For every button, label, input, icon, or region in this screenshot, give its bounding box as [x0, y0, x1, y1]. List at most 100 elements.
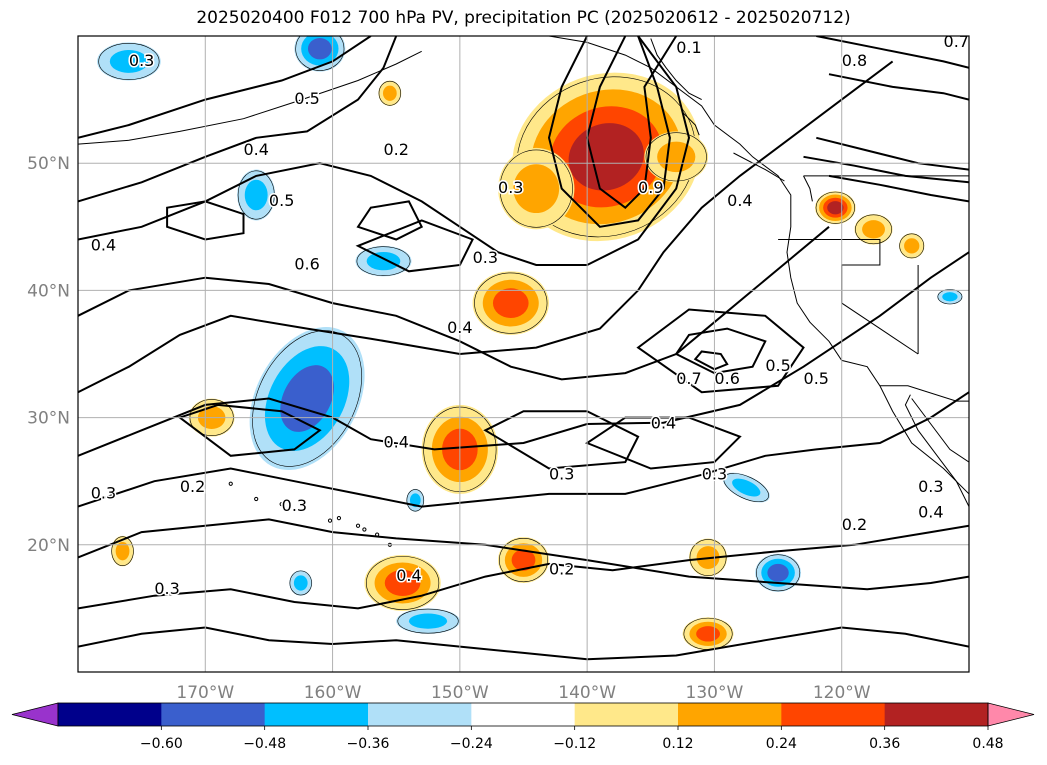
contour-label: 0.6	[294, 254, 319, 273]
contour-label: 0.2	[180, 477, 205, 496]
colorbar-segment	[368, 703, 472, 726]
island	[336, 515, 342, 521]
contour-label: 0.3	[282, 496, 307, 515]
colorbar-tick-label: −0.36	[347, 736, 390, 752]
shade-outline	[899, 233, 925, 259]
shade-outline	[645, 132, 707, 182]
lat-tick-label: 30°N	[27, 409, 70, 429]
contour-label: 0.3	[129, 51, 154, 70]
shade-outline	[756, 554, 801, 592]
grid-lines	[78, 36, 969, 672]
colorbar-tick-label: −0.48	[243, 736, 286, 752]
contour-label: 0.3	[154, 579, 179, 598]
colorbar-segment	[678, 703, 782, 726]
shade-outline	[366, 556, 440, 610]
shade-outline	[378, 80, 402, 106]
shade-blob	[657, 141, 696, 173]
shade-blob	[408, 613, 448, 629]
lon-tick-label: 160°W	[304, 683, 362, 703]
colorbar-segment	[574, 703, 679, 726]
contour-label: 0.8	[842, 51, 867, 70]
colorbar-segment	[58, 703, 162, 726]
contour-label: 0.6	[714, 369, 739, 388]
coastline-segment	[682, 111, 700, 136]
axis-tick-labels: 170°W 160°W 150°W 140°W 130°W 120°W 20°N 30°N 40…	[27, 154, 871, 703]
pv-contour-line	[816, 36, 969, 69]
contour-label: 0.2	[549, 560, 574, 579]
lat-tick-label: 50°N	[27, 154, 70, 174]
colorbar-tick-label: 0.36	[869, 736, 900, 752]
shade-blob	[904, 238, 920, 254]
contour-label: 0.4	[727, 191, 752, 210]
island	[375, 532, 380, 537]
contour-label: 0.5	[804, 369, 829, 388]
lon-tick-label: 130°W	[686, 683, 744, 703]
shade-blob	[293, 575, 308, 591]
shade-blob	[511, 549, 536, 571]
pv-contour-line	[78, 60, 894, 394]
shade-blob	[513, 164, 560, 214]
contour-label: 0.3	[918, 477, 943, 496]
contour-label: 0.5	[765, 356, 790, 375]
lon-tick-label: 150°W	[431, 683, 489, 703]
pv-contour-line	[828, 73, 969, 101]
pv-contour-loop	[355, 219, 474, 273]
pv-contour-line	[78, 36, 398, 203]
map-frame	[77, 35, 970, 673]
island	[254, 496, 259, 502]
colorbar-extend-low	[11, 702, 59, 727]
contour-label: 0.4	[383, 433, 408, 452]
coastline-segment	[650, 38, 702, 101]
pv-contour-line	[78, 391, 969, 508]
island	[279, 501, 284, 507]
shade-blob	[384, 569, 421, 597]
coastline	[78, 36, 969, 547]
precipitation-shading	[97, 36, 963, 651]
shade-outline	[855, 214, 892, 245]
shade-blob	[827, 201, 844, 215]
colorbar-tick-label: 0.12	[662, 736, 693, 752]
pv-contour-line	[78, 36, 372, 139]
shade-outline	[499, 149, 573, 228]
coastline-segment	[904, 394, 969, 507]
contour-label: 0.2	[842, 515, 867, 534]
shade-outline	[289, 570, 312, 596]
shade-outline	[356, 246, 411, 276]
island	[355, 523, 361, 528]
lon-tick-label: 120°W	[813, 683, 871, 703]
contour-label: 0.3	[91, 483, 116, 502]
shade-blob	[280, 365, 334, 432]
contour-label: 0.1	[676, 38, 701, 57]
shade-outline	[237, 170, 275, 220]
contour-label: 0.9	[638, 178, 663, 197]
shade-outline	[295, 36, 345, 71]
pv-contour-line	[816, 136, 969, 171]
contour-label: 0.4	[91, 235, 116, 254]
island	[362, 527, 367, 532]
shade-outline	[98, 43, 160, 80]
shade-blob	[109, 49, 149, 73]
coastline-segment	[803, 175, 813, 202]
coastline-segment	[911, 398, 969, 463]
shade-outline	[723, 473, 769, 503]
contour-label: 0.3	[473, 248, 498, 267]
colorbar-segment	[884, 703, 989, 726]
pv-contour-loop	[356, 200, 424, 241]
colorbar-tick-label: −0.12	[553, 736, 596, 752]
pv-contour-line	[78, 626, 969, 661]
shade-blob	[862, 220, 885, 239]
country-border	[879, 385, 969, 402]
shade-blob	[307, 38, 332, 60]
shade-outline	[406, 489, 425, 512]
pv-contour-line	[803, 155, 969, 184]
colorbar-frame	[57, 702, 989, 727]
colorbar-segment	[471, 703, 576, 726]
contour-label: 0.4	[918, 503, 943, 522]
colorbar-segment	[264, 703, 369, 726]
colorbar-segment	[161, 703, 266, 726]
contour-label: 0.4	[447, 318, 472, 337]
coastline-segment	[78, 50, 422, 145]
pv-contour-loop	[636, 308, 805, 394]
lat-tick-label: 40°N	[27, 281, 70, 301]
